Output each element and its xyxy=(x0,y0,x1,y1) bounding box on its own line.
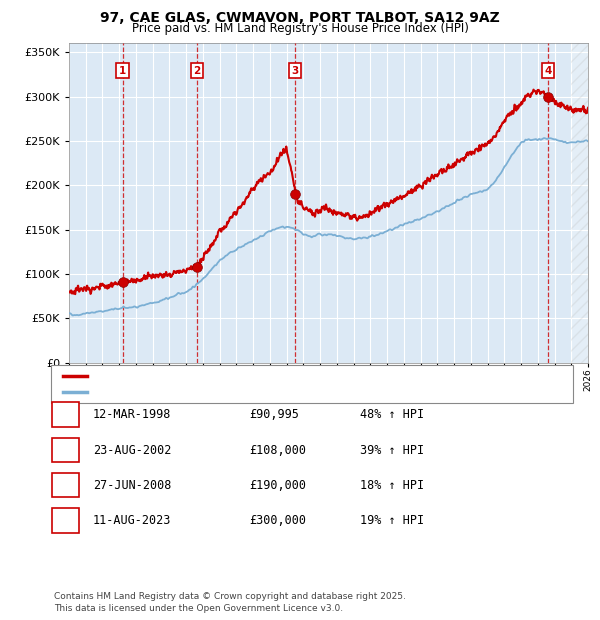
Text: £190,000: £190,000 xyxy=(249,479,306,492)
Text: 19% ↑ HPI: 19% ↑ HPI xyxy=(360,515,424,527)
Text: 39% ↑ HPI: 39% ↑ HPI xyxy=(360,444,424,456)
Text: Contains HM Land Registry data © Crown copyright and database right 2025.: Contains HM Land Registry data © Crown c… xyxy=(54,592,406,601)
Bar xyxy=(571,43,596,363)
Text: 1: 1 xyxy=(61,409,70,421)
Text: 12-MAR-1998: 12-MAR-1998 xyxy=(93,409,172,421)
Text: 2: 2 xyxy=(61,444,70,456)
Text: 3: 3 xyxy=(292,66,299,76)
Text: £108,000: £108,000 xyxy=(249,444,306,456)
Text: £90,995: £90,995 xyxy=(249,409,299,421)
Text: 97, CAE GLAS, CWMAVON, PORT TALBOT, SA12 9AZ (detached house): 97, CAE GLAS, CWMAVON, PORT TALBOT, SA12… xyxy=(93,371,457,381)
Text: 2: 2 xyxy=(193,66,201,76)
Text: 97, CAE GLAS, CWMAVON, PORT TALBOT, SA12 9AZ: 97, CAE GLAS, CWMAVON, PORT TALBOT, SA12… xyxy=(100,11,500,25)
Text: 11-AUG-2023: 11-AUG-2023 xyxy=(93,515,172,527)
Text: 3: 3 xyxy=(61,479,70,492)
Text: 4: 4 xyxy=(544,66,551,76)
Text: 18% ↑ HPI: 18% ↑ HPI xyxy=(360,479,424,492)
Text: £300,000: £300,000 xyxy=(249,515,306,527)
Text: 27-JUN-2008: 27-JUN-2008 xyxy=(93,479,172,492)
Text: This data is licensed under the Open Government Licence v3.0.: This data is licensed under the Open Gov… xyxy=(54,603,343,613)
Text: HPI: Average price, detached house, Neath Port Talbot: HPI: Average price, detached house, Neat… xyxy=(93,387,376,397)
Text: Price paid vs. HM Land Registry's House Price Index (HPI): Price paid vs. HM Land Registry's House … xyxy=(131,22,469,35)
Text: 4: 4 xyxy=(61,515,70,527)
Text: 1: 1 xyxy=(119,66,126,76)
Text: 48% ↑ HPI: 48% ↑ HPI xyxy=(360,409,424,421)
Text: 23-AUG-2002: 23-AUG-2002 xyxy=(93,444,172,456)
